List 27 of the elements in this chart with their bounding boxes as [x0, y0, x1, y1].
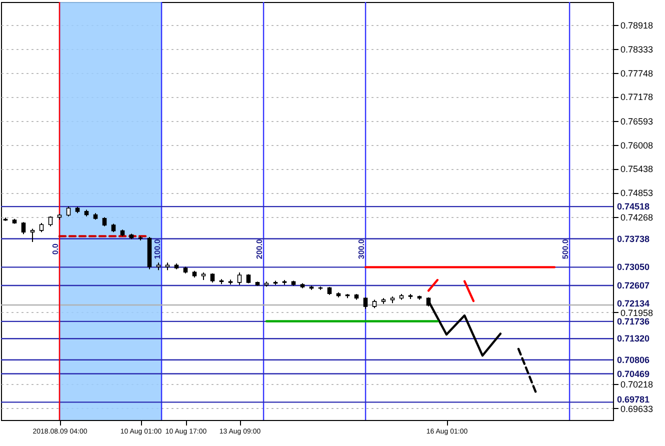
- x2-tick-label: 100.0: [153, 238, 162, 260]
- x2-tick-label: 200.0: [255, 238, 264, 260]
- ref-line-label: 0.69781: [617, 394, 650, 404]
- ref-line-label: 0.73738: [617, 234, 650, 244]
- x2-tick-label: 300.0: [357, 238, 366, 260]
- y-tick-label: 0.75438: [620, 164, 654, 174]
- ref-line-label: 0.73050: [617, 262, 650, 272]
- x2-tick-label: 0.0: [51, 243, 60, 255]
- y-tick-label: 0.77178: [620, 92, 654, 102]
- y-tick-label: 0.71958: [620, 308, 654, 318]
- y-tick-label: 0.77748: [620, 68, 654, 79]
- y-tick-label: 0.69633: [620, 404, 654, 414]
- ref-line-label: 0.72607: [617, 280, 650, 290]
- ref-line-label: 0.74518: [617, 202, 650, 212]
- x2-tick-label: 500.0: [561, 238, 570, 260]
- y-tick-label: 0.78918: [620, 20, 654, 30]
- y-tick-label: 0.70218: [620, 380, 654, 390]
- y-tick-label: 0.76593: [620, 116, 654, 126]
- ref-line-label: 0.70469: [617, 368, 650, 379]
- ref-line-label: 0.71736: [617, 316, 650, 326]
- ref-line-label: 0.72134: [617, 298, 650, 308]
- ref-line-label: 0.70806: [617, 354, 650, 365]
- y-tick-label: 0.74268: [620, 212, 654, 222]
- y-tick-label: 0.74853: [620, 188, 654, 198]
- y-tick-label: 0.76008: [620, 140, 654, 150]
- y-tick-label: 0.78333: [620, 44, 654, 54]
- ref-line-label: 0.71320: [617, 334, 650, 344]
